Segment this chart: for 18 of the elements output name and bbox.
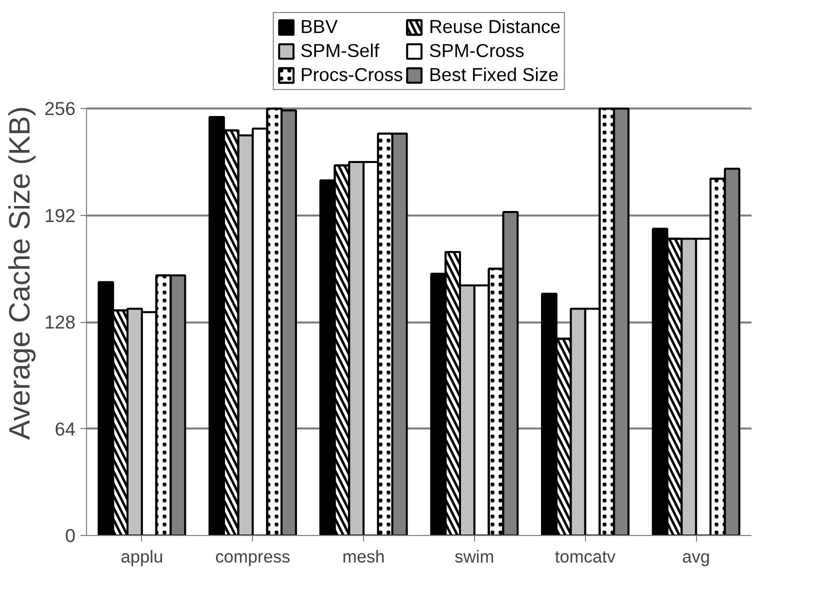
legend-label: SPM-Self (300, 40, 380, 62)
y-tick-label: 192 (44, 204, 76, 226)
y-tick-label: 0 (65, 525, 76, 546)
legend-label: SPM-Cross (428, 40, 524, 62)
x-tick-label: mesh (342, 546, 385, 566)
legend-label: BBV (300, 16, 338, 38)
y-tick-label: 64 (54, 418, 76, 440)
legend-label: Reuse Distance (428, 16, 561, 38)
x-tick-label: swim (454, 546, 494, 566)
legend-label: Procs-Cross (300, 64, 403, 86)
legend-label: Best Fixed Size (428, 64, 559, 86)
x-tick-label: compress (215, 546, 291, 566)
y-tick-label: 128 (44, 312, 76, 333)
x-tick-label: avg (682, 546, 710, 566)
y-tick-label: 256 (44, 98, 76, 120)
x-tick-label: tomcatv (554, 546, 616, 566)
x-tick-label: applu (120, 546, 164, 566)
y-axis-title: Average Cache Size (KB) (3, 106, 36, 440)
